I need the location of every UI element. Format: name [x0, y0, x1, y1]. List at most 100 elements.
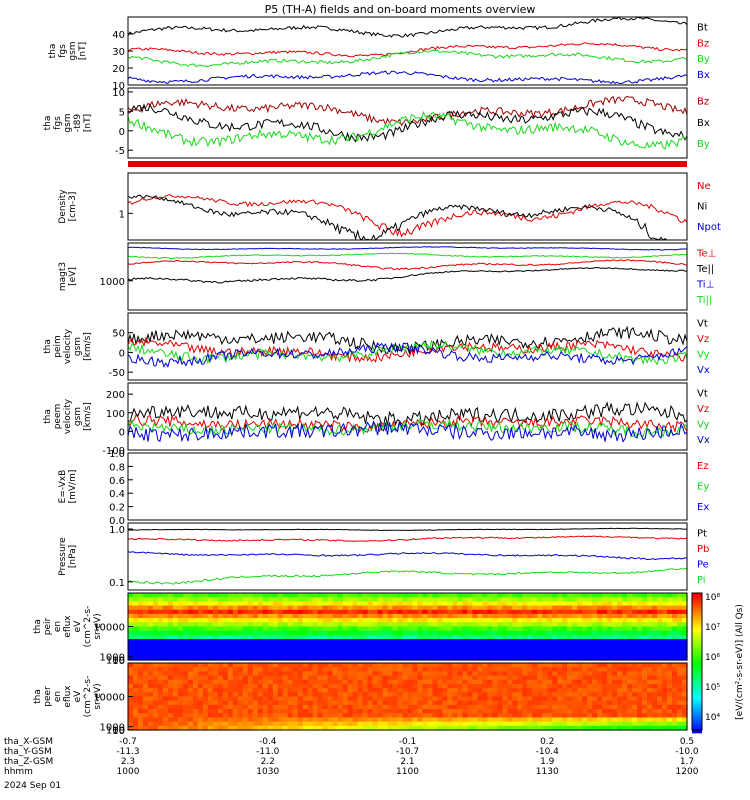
heatmap-cell: [407, 651, 414, 657]
heatmap-cell: [162, 634, 169, 640]
heatmap-cell: [402, 651, 409, 657]
heatmap-cell: [422, 713, 429, 719]
heatmap-cell: [242, 704, 249, 710]
heatmap-cell: [442, 675, 449, 681]
date-label: 2024 Sep 01: [4, 781, 61, 791]
heatmap-cell: [657, 721, 663, 727]
heatmap-cell: [427, 622, 434, 628]
heatmap-cell: [237, 713, 244, 719]
heatmap-cell: [447, 618, 454, 623]
heatmap-cell: [202, 671, 209, 677]
heatmap-cell: [232, 618, 239, 623]
y-tick-label: 10: [112, 88, 125, 99]
heatmap-cell: [322, 622, 329, 628]
heatmap-cell: [192, 601, 199, 607]
heatmap-cell: [382, 713, 389, 719]
heatmap-cell: [527, 683, 533, 689]
heatmap-cell: [547, 647, 553, 653]
colorbar-cell: [692, 655, 702, 660]
heatmap-cell: [367, 671, 374, 677]
heatmap-cell: [682, 663, 688, 668]
heatmap-cell: [592, 622, 598, 628]
heatmap-cell: [128, 643, 134, 649]
heatmap-cell: [662, 626, 668, 632]
heatmap-cell: [557, 713, 563, 719]
heatmap-cell: [302, 647, 309, 653]
heatmap-cell: [292, 675, 299, 681]
heatmap-cell: [202, 713, 209, 719]
heatmap-cell: [602, 618, 608, 623]
y-axis-label: [nT]: [83, 114, 93, 132]
colorbar-cell: [692, 641, 702, 646]
heatmap-cell: [147, 679, 154, 685]
heatmap-cell: [672, 667, 678, 672]
heatmap-cell: [382, 717, 389, 723]
heatmap-cell: [497, 593, 503, 598]
heatmap-cell: [397, 613, 404, 619]
heatmap-cell: [522, 597, 528, 602]
heatmap-cell: [182, 663, 189, 668]
heatmap-cell: [552, 601, 558, 607]
heatmap-cell: [607, 630, 613, 636]
heatmap-cell: [497, 634, 503, 640]
heatmap-cell: [262, 618, 269, 623]
heatmap-cell: [177, 634, 184, 640]
heatmap-cell: [317, 717, 324, 723]
heatmap-cell: [162, 671, 169, 677]
heatmap-cell: [397, 630, 404, 636]
heatmap-cell: [157, 655, 164, 661]
heatmap-cell: [487, 667, 493, 672]
heatmap-cell: [472, 663, 478, 668]
heatmap-cell: [337, 675, 344, 681]
heatmap-cell: [177, 717, 184, 723]
heatmap-cell: [272, 688, 279, 693]
colorbar-cell: [692, 651, 702, 655]
heatmap-cell: [232, 671, 239, 677]
heatmap-cell: [512, 717, 518, 723]
heatmap-cell: [357, 655, 364, 661]
heatmap-cell: [672, 639, 678, 644]
heatmap-cell: [637, 704, 643, 710]
heatmap-cell: [322, 643, 329, 649]
heatmap-cell: [422, 634, 429, 640]
heatmap-cell: [367, 643, 374, 649]
heatmap-cell: [497, 696, 503, 702]
heatmap-cell: [447, 626, 454, 632]
heatmap-cell: [212, 593, 219, 598]
heatmap-cell: [347, 626, 354, 632]
heatmap-cell: [192, 651, 199, 657]
colorbar-cell: [692, 727, 702, 731]
heatmap-cell: [302, 613, 309, 619]
heatmap-cell: [667, 683, 673, 689]
heatmap-cell: [392, 626, 399, 632]
heatmap-cell: [502, 651, 508, 657]
heatmap-cell: [167, 597, 174, 602]
heatmap-cell: [232, 717, 239, 723]
heatmap-cell: [667, 704, 673, 710]
heatmap-cell: [392, 704, 399, 710]
heatmap-cell: [257, 613, 264, 619]
heatmap-cell: [592, 634, 598, 640]
heatmap-cell: [492, 630, 498, 636]
heatmap-cell: [482, 593, 488, 598]
heatmap-cell: [417, 717, 424, 723]
heatmap-cell: [282, 593, 289, 598]
heatmap-cell: [627, 622, 633, 628]
heatmap-cell: [437, 709, 444, 714]
heatmap-cell: [327, 683, 334, 689]
heatmap-cell: [397, 671, 404, 677]
heatmap-cell: [157, 725, 164, 731]
heatmap-cell: [517, 679, 523, 685]
heatmap-cell: [412, 696, 419, 702]
heatmap-cell: [662, 643, 668, 649]
heatmap-cell: [477, 713, 483, 719]
heatmap-cell: [422, 692, 429, 698]
heatmap-cell: [197, 613, 204, 619]
heatmap-cell: [227, 647, 234, 653]
heatmap-cell: [532, 643, 538, 649]
heatmap-cell: [192, 605, 199, 611]
heatmap-cell: [182, 692, 189, 698]
heatmap-cell: [272, 700, 279, 706]
heatmap-cell: [492, 717, 498, 723]
heatmap-cell: [282, 647, 289, 653]
